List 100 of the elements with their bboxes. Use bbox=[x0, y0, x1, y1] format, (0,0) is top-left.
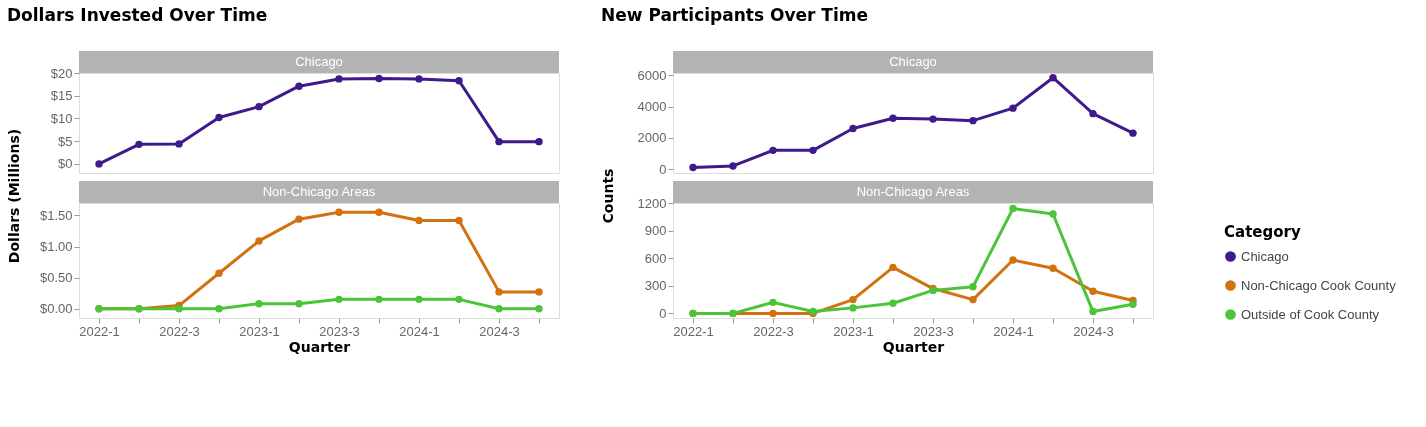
x-tick-label: 2023-3 bbox=[913, 323, 954, 339]
y-tick-label: 2000 bbox=[637, 130, 667, 146]
point bbox=[1049, 264, 1057, 273]
point bbox=[335, 75, 343, 83]
point bbox=[849, 304, 857, 312]
y-tick-label: $0.50 bbox=[39, 270, 73, 286]
point bbox=[295, 300, 303, 308]
point bbox=[495, 304, 503, 313]
point bbox=[1089, 307, 1097, 316]
x-tick-label: 2023-3 bbox=[319, 323, 360, 339]
chart-subtitle: Non-Chicago Areas bbox=[262, 184, 376, 199]
legend-label: Chicago bbox=[1241, 248, 1289, 264]
y-tick-label: 0 bbox=[659, 161, 667, 177]
x-tick-label: 2022-3 bbox=[159, 323, 200, 339]
chart-title: New Participants Over Time bbox=[601, 5, 869, 25]
point bbox=[255, 102, 263, 111]
point bbox=[969, 283, 977, 291]
point bbox=[969, 116, 977, 125]
point bbox=[215, 269, 223, 277]
point bbox=[889, 114, 897, 123]
chart-subtitle: Chicago bbox=[295, 54, 343, 69]
y-axis-title: Counts bbox=[599, 168, 616, 224]
point bbox=[969, 295, 977, 304]
point bbox=[849, 124, 857, 133]
point bbox=[1089, 287, 1097, 296]
point bbox=[929, 115, 937, 123]
y-tick-label: $5 bbox=[58, 133, 73, 149]
y-tick-label: 600 bbox=[644, 250, 667, 266]
point bbox=[535, 288, 543, 296]
point bbox=[1049, 210, 1057, 218]
y-tick-label: $1.00 bbox=[39, 239, 73, 255]
x-tick-label: 2024-1 bbox=[993, 323, 1034, 339]
point bbox=[769, 146, 777, 155]
x-tick-label: 2024-3 bbox=[1073, 323, 1114, 339]
y-tick-label: $0 bbox=[58, 156, 73, 172]
x-tick-label: 2023-1 bbox=[833, 323, 874, 339]
point bbox=[1089, 109, 1097, 118]
point bbox=[255, 237, 263, 245]
point bbox=[375, 208, 383, 217]
x-tick-label: 2022-1 bbox=[79, 323, 120, 339]
point bbox=[455, 216, 463, 225]
point bbox=[1009, 104, 1017, 112]
point bbox=[215, 113, 223, 122]
y-tick-label: 900 bbox=[644, 223, 667, 239]
x-axis-title: Quarter bbox=[882, 338, 945, 355]
point bbox=[1129, 300, 1137, 308]
point bbox=[729, 162, 737, 170]
x-tick-label: 2023-1 bbox=[239, 323, 280, 339]
point bbox=[1049, 73, 1057, 82]
point bbox=[689, 163, 697, 172]
chart-subtitle: Chicago bbox=[889, 54, 937, 69]
point bbox=[415, 295, 423, 304]
point bbox=[415, 216, 423, 225]
point bbox=[495, 288, 503, 296]
point bbox=[95, 160, 103, 168]
point bbox=[255, 300, 263, 308]
y-tick-label: $20 bbox=[50, 65, 73, 81]
x-axis-title: Quarter bbox=[288, 338, 351, 355]
point bbox=[849, 295, 857, 304]
point bbox=[455, 77, 463, 85]
chart-subtitle: Non-Chicago Areas bbox=[856, 184, 970, 199]
point bbox=[215, 304, 223, 313]
y-tick-label: $1.50 bbox=[39, 207, 73, 223]
y-tick-label: 1200 bbox=[637, 195, 667, 211]
y-tick-label: $10 bbox=[50, 110, 73, 126]
y-tick-label: $0.00 bbox=[39, 301, 73, 317]
point bbox=[375, 295, 383, 304]
point bbox=[1129, 129, 1137, 137]
x-tick-label: 2022-1 bbox=[673, 323, 714, 339]
point bbox=[1009, 256, 1017, 264]
legend-label: Outside of Cook County bbox=[1241, 306, 1380, 322]
legend-label: Non-Chicago Cook County bbox=[1241, 277, 1397, 293]
point bbox=[1009, 204, 1017, 213]
point bbox=[135, 140, 143, 149]
point bbox=[455, 295, 463, 304]
x-tick-label: 2022-3 bbox=[753, 323, 794, 339]
legend-title: Category bbox=[1224, 223, 1301, 241]
chart-title: Dollars Invested Over Time bbox=[7, 5, 268, 25]
point bbox=[535, 304, 543, 313]
point bbox=[535, 137, 543, 146]
point bbox=[769, 298, 777, 307]
x-tick-label: 2024-3 bbox=[479, 323, 520, 339]
point bbox=[889, 263, 897, 272]
y-tick-label: 0 bbox=[659, 305, 667, 321]
y-tick-label: 4000 bbox=[637, 99, 667, 115]
x-tick-label: 2024-1 bbox=[399, 323, 440, 339]
point bbox=[175, 140, 183, 148]
point bbox=[295, 82, 303, 90]
point bbox=[335, 295, 343, 304]
point bbox=[495, 137, 503, 146]
point bbox=[889, 299, 897, 307]
point bbox=[295, 215, 303, 223]
point bbox=[335, 208, 343, 217]
point bbox=[375, 74, 383, 83]
y-tick-label: $15 bbox=[50, 88, 73, 104]
point bbox=[769, 309, 777, 318]
y-axis-title: Dollars (Millions) bbox=[5, 128, 22, 264]
y-tick-label: 6000 bbox=[637, 67, 667, 83]
y-tick-label: 300 bbox=[644, 278, 667, 294]
point bbox=[415, 75, 423, 83]
